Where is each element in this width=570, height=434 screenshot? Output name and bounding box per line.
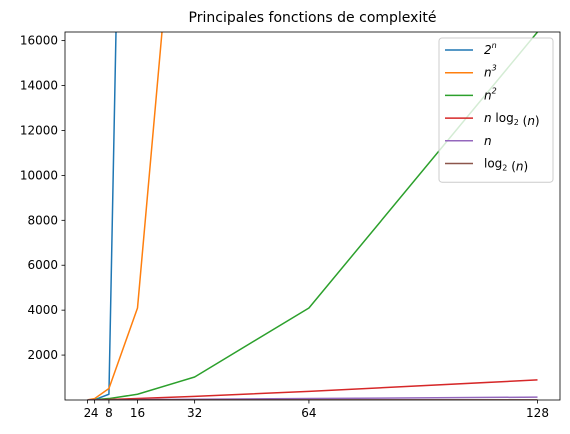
legend-label-5: log2 (n) xyxy=(484,157,528,174)
legend-box xyxy=(438,37,554,183)
y-tick-label: 12000 xyxy=(20,123,58,137)
x-tick-label: 16 xyxy=(130,406,145,420)
legend-label-0: 2n xyxy=(484,41,497,57)
x-tick-label: 32 xyxy=(187,406,202,420)
legend-label-4: n xyxy=(484,134,492,148)
x-tick-label: 4 xyxy=(91,406,99,420)
y-tick-label: 4000 xyxy=(27,303,58,317)
y-tick-label: 14000 xyxy=(20,79,58,93)
y-tick-label: 6000 xyxy=(27,258,58,272)
plot-frame xyxy=(64,31,561,401)
x-tick-label: 64 xyxy=(301,406,316,420)
chart-title: Principales fonctions de complexité xyxy=(189,10,437,26)
y-tick-label: 10000 xyxy=(20,168,58,182)
y-tick-label: 8000 xyxy=(27,213,58,227)
legend: 2n n3 n2 n log2 (n) n log2 (n) xyxy=(438,37,554,183)
series-line-1 xyxy=(87,32,163,400)
legend-label-3: n log2 (n) xyxy=(484,111,540,128)
y-tick-label: 2000 xyxy=(27,348,58,362)
y-tick-label: 16000 xyxy=(20,34,58,48)
axes-layer: 2 4 8 16 32 64 128 2000 4000 6000 8000 10000 12000 14… xyxy=(20,31,561,420)
legend-label-2: n2 xyxy=(484,86,497,102)
x-tick-label: 8 xyxy=(105,406,113,420)
legend-label-1: n3 xyxy=(484,64,497,80)
x-tick-label: 128 xyxy=(526,406,549,420)
x-tick-label: 2 xyxy=(84,406,92,420)
